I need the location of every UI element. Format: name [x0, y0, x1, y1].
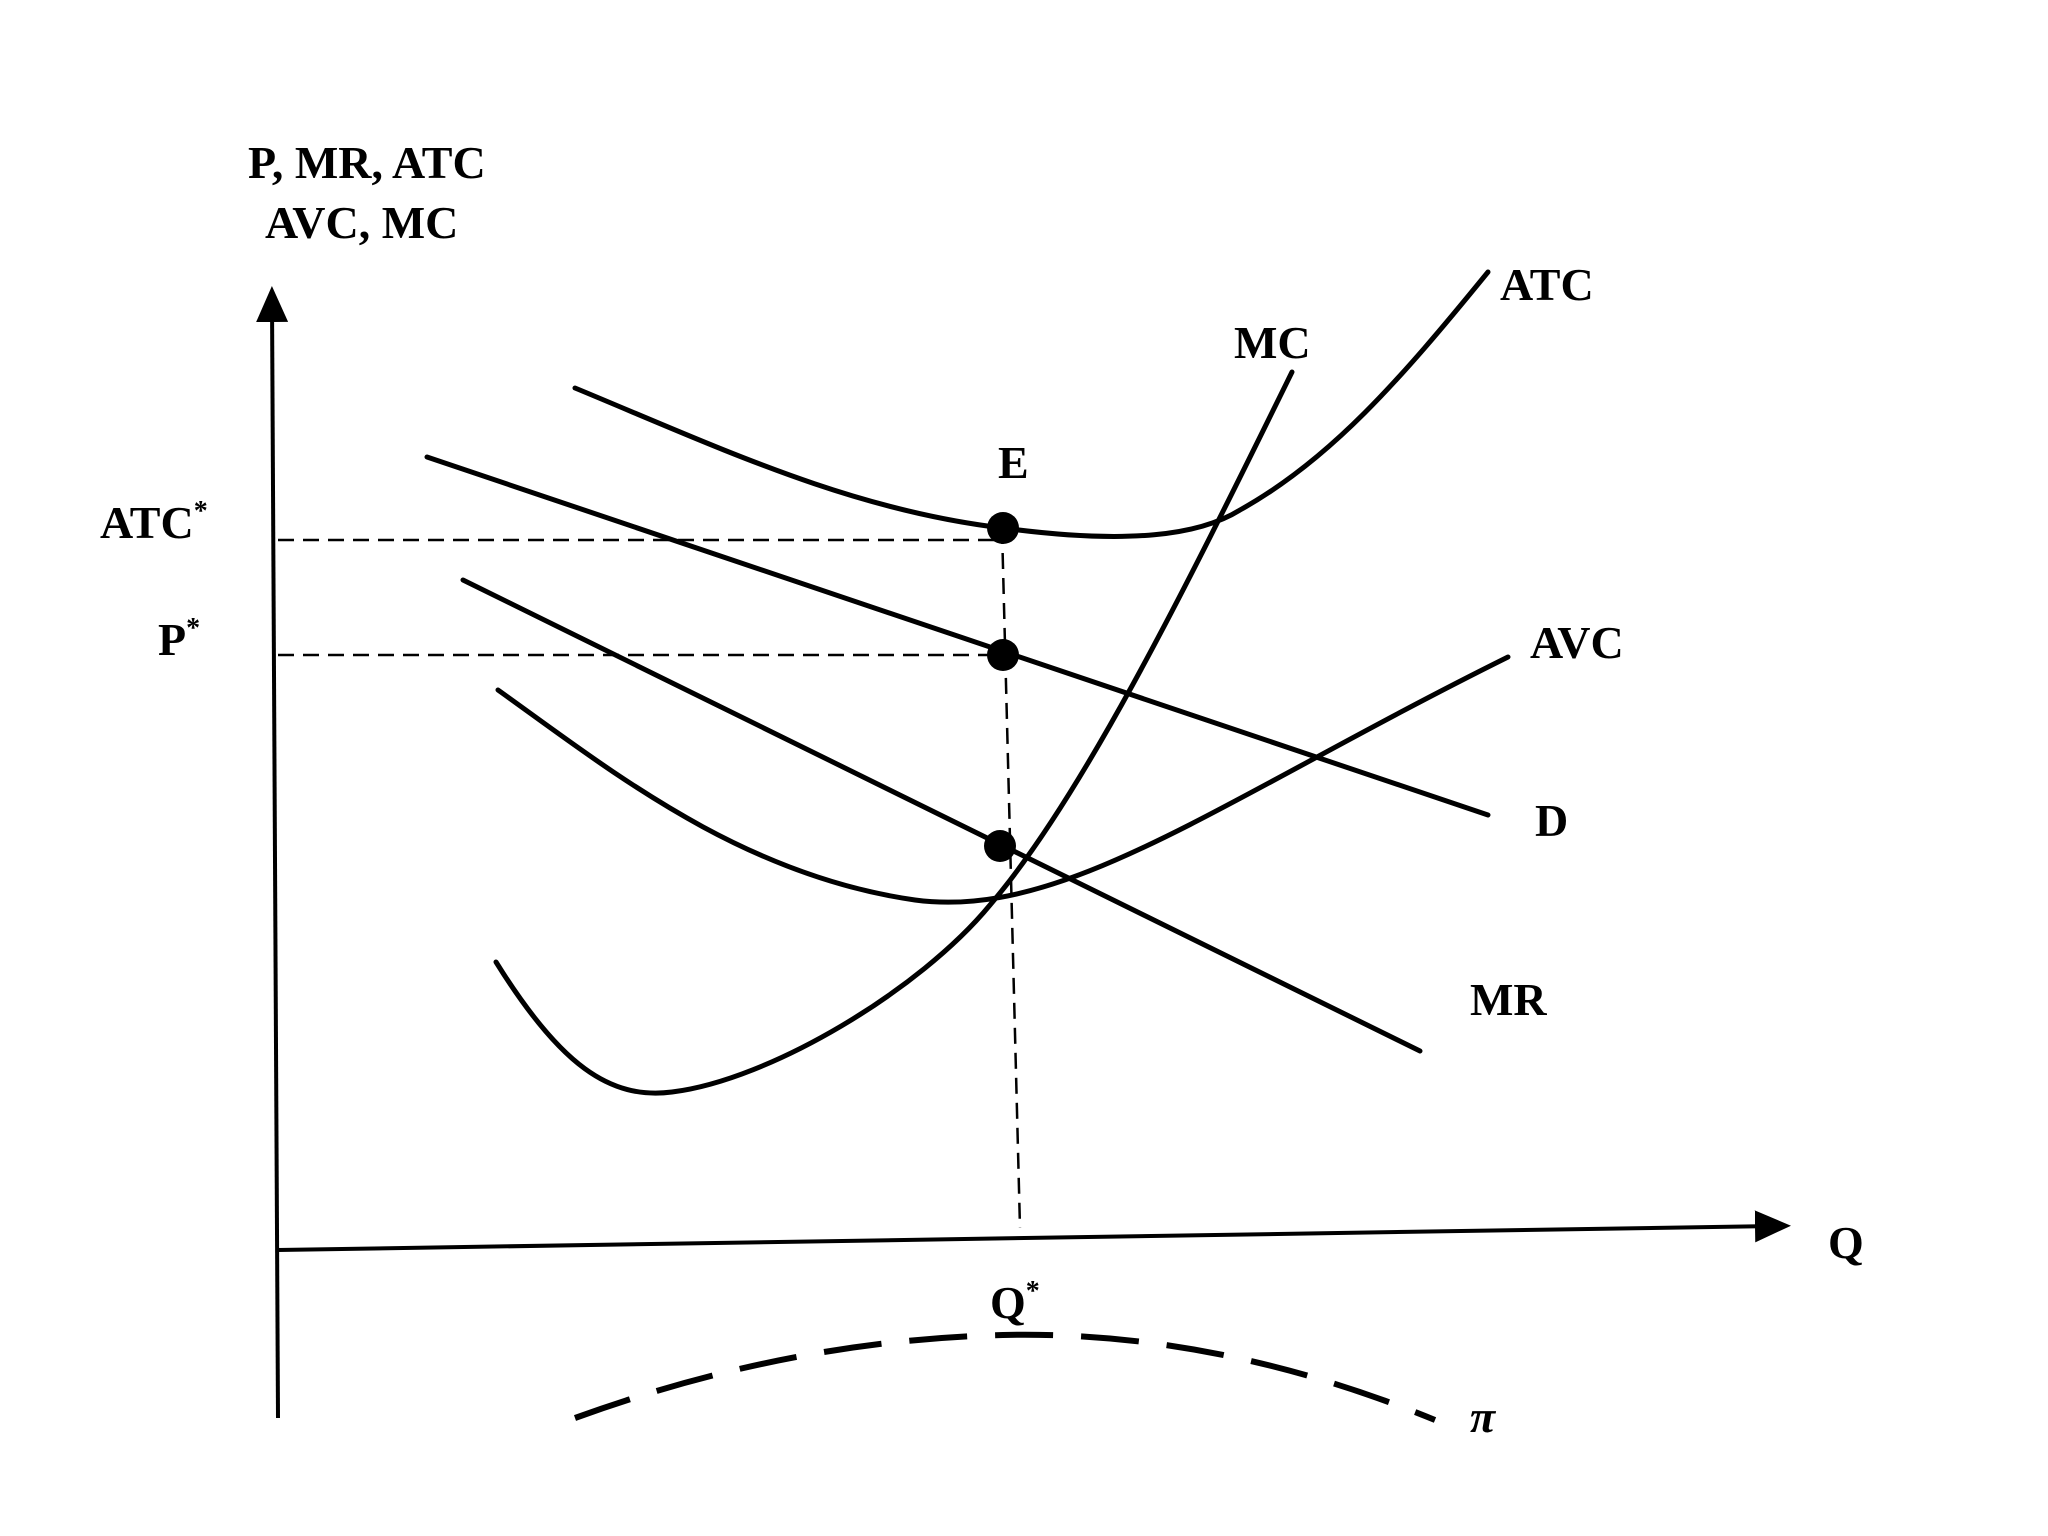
y-axis-label-line1: P, MR, ATC: [248, 137, 486, 188]
profit-curve-label: π: [1470, 1391, 1497, 1442]
mc-curve: [493, 369, 1295, 1096]
demand-curve: [424, 454, 1491, 818]
equilibrium-point-atc: [987, 512, 1019, 544]
y-axis-label-line2: AVC, MC: [265, 197, 458, 248]
q-star-label: Q*: [990, 1276, 1040, 1328]
mr-curve-label: MR: [1470, 974, 1547, 1025]
profit-curve: [573, 1331, 1437, 1423]
x-axis: [277, 1210, 1791, 1252]
equilibrium-point-price: [987, 639, 1019, 671]
x-axis-label: Q: [1828, 1217, 1864, 1268]
demand-curve-label: D: [1535, 795, 1568, 846]
equilibrium-point-label: E: [998, 437, 1029, 488]
avc-curve: [495, 654, 1511, 905]
avc-curve-label: AVC: [1530, 617, 1624, 668]
y-axis: [256, 286, 289, 1419]
mr-curve: [460, 577, 1423, 1054]
mr-mc-intersection-point: [984, 830, 1016, 862]
atc-star-label: ATC*: [100, 496, 208, 548]
atc-curve: [572, 269, 1491, 539]
p-star-label: P*: [158, 613, 200, 665]
atc-curve-label: ATC: [1500, 259, 1594, 310]
mc-curve-label: MC: [1234, 317, 1311, 368]
